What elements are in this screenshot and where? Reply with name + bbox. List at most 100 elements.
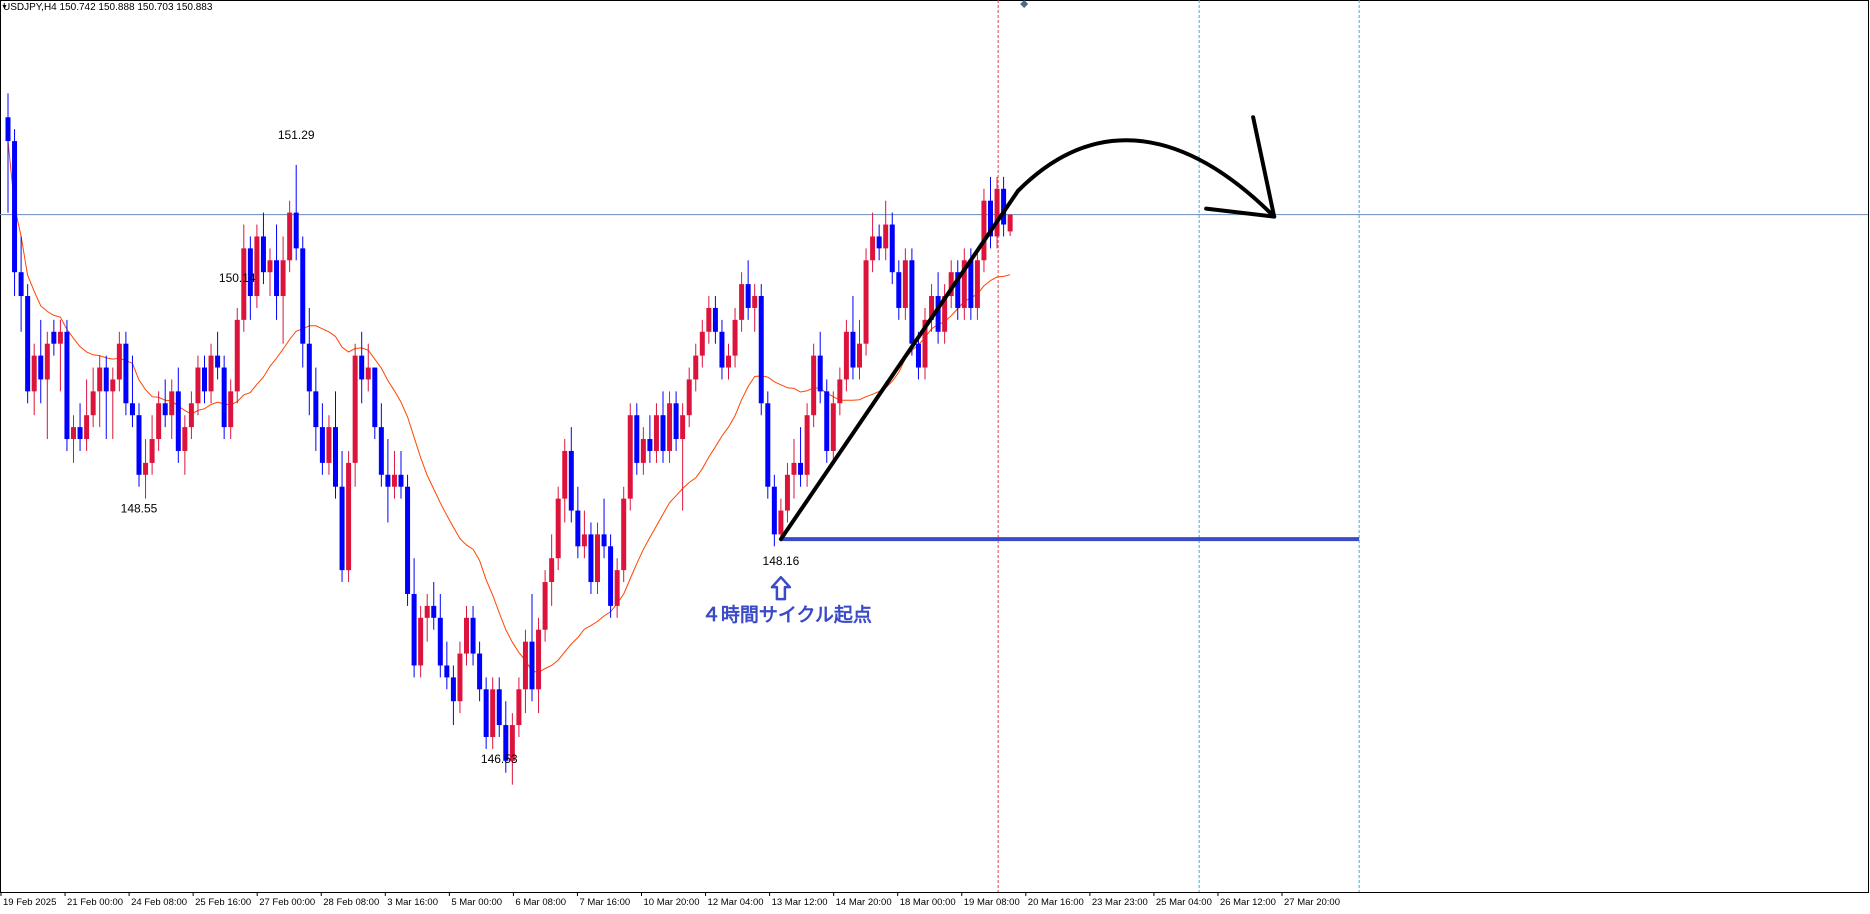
candle [608,534,614,618]
candle-body [581,534,587,547]
candle-body [490,689,496,737]
candle [837,367,843,416]
candle-body [110,379,116,392]
candle [352,343,358,487]
candle [536,617,542,714]
time-axis-label: 13 Mar 12:00 [772,897,828,908]
candle [391,450,397,499]
candle-body [25,296,31,392]
candle [5,93,11,213]
candle-body [686,379,692,416]
candle-body [162,403,168,416]
chart-background [0,0,1869,893]
candle [326,415,332,475]
candle-body [424,605,430,618]
candle-body [739,284,745,320]
candle [830,391,836,463]
chart-header: USDJPY,H4 150.742 150.888 150.703 150.88… [3,2,213,13]
candle [149,415,155,475]
candle [745,260,751,320]
candle [1001,176,1007,237]
candle [103,355,109,440]
candle-body [136,415,142,475]
candle [444,641,450,690]
candle-body [326,427,332,463]
time-axis-label: 6 Mar 08:00 [515,897,566,908]
candle [981,188,987,273]
candle-body [968,260,974,308]
candle-body [673,403,679,440]
candle [411,558,417,678]
candle [51,319,57,356]
candle-body [182,427,188,451]
candle-body [254,236,260,297]
candle [64,319,70,451]
candle [843,319,849,392]
candle [902,248,908,320]
candle [653,403,659,463]
candle-body [202,367,207,392]
candle-body [522,641,528,690]
candle [359,331,365,404]
candle-body [974,260,980,308]
candle-body [300,248,306,344]
candle [129,355,135,428]
candle-body [693,355,699,380]
labels-layer: 151.29 148.55 146.53 150.14 148.16 ４時間サイクル起点 [121,128,872,766]
candle-body [961,260,967,308]
dropdown-arrow-icon[interactable]: ▼ [1,4,8,11]
candle [726,343,731,380]
time-axis-label: 21 Feb 00:00 [67,897,123,908]
candle [313,367,319,451]
candle-body [195,367,201,404]
candle-body [804,415,810,475]
candle-body [470,617,476,654]
candle-body [627,415,633,499]
candle-body [418,617,424,666]
candle [850,296,856,380]
candle [994,176,1000,249]
candle-body [129,403,135,416]
candle-body [791,462,797,475]
candle [110,367,116,440]
candle-body [352,355,358,463]
candle [339,450,345,583]
candle-body [319,427,325,463]
candle [896,260,902,320]
candle [699,319,705,368]
candle-body [732,319,738,356]
candle-body [863,260,869,344]
candle [385,439,391,523]
candle [948,260,954,308]
candle-body [437,617,443,666]
candle-body [509,725,515,761]
moving-average-line [7,141,1011,674]
candle [522,629,528,714]
candle-body [909,260,915,344]
candle-body [857,343,862,368]
candle-body [483,689,489,737]
cycle-start-label: ４時間サイクル起点 [702,604,872,626]
time-axis-label: 20 Mar 16:00 [1028,897,1084,908]
candle [424,593,430,642]
time-axis-label: 18 Mar 00:00 [900,897,956,908]
candle [254,224,260,308]
candle [260,212,266,285]
candle-body [608,546,614,606]
candle [640,427,646,475]
candle-body [391,474,397,487]
candle-body [293,212,299,249]
candle [241,224,247,332]
candle-body [339,486,345,571]
candle-body [149,439,155,463]
candle [575,486,581,559]
candle-body [77,427,83,440]
candle [378,403,384,487]
candle-body [123,343,129,404]
candle [706,296,712,344]
candle-body [680,415,686,440]
candle [660,391,666,463]
candle-body [929,296,935,320]
